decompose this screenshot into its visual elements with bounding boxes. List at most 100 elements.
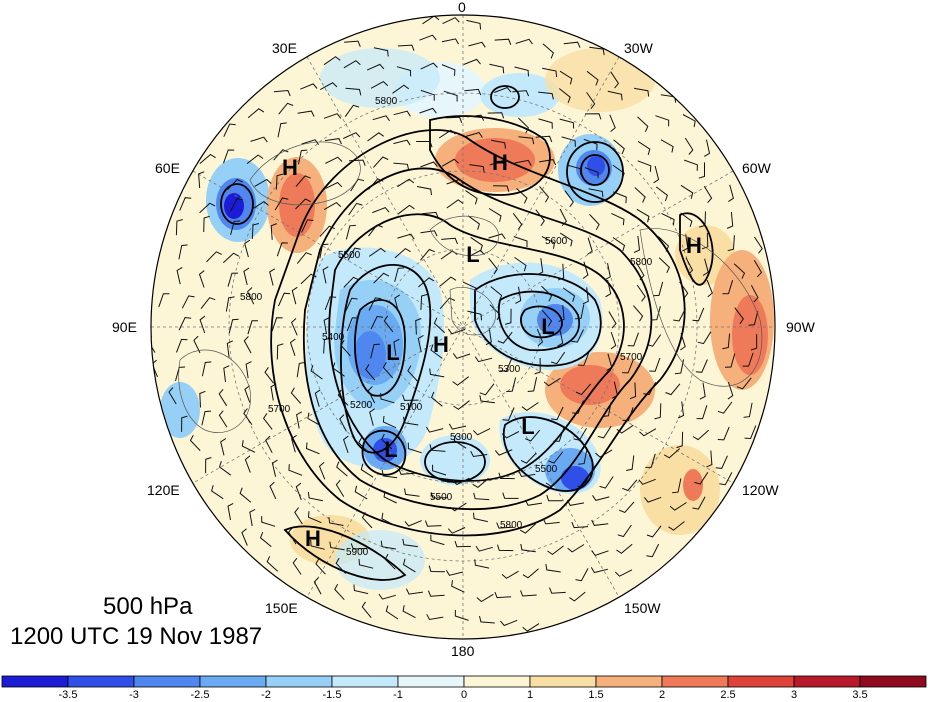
wind-barb — [734, 307, 744, 325]
contour-label: 5800 — [630, 257, 653, 268]
wind-barb — [368, 247, 386, 257]
wind-barb — [462, 281, 477, 295]
wind-barb — [638, 478, 656, 485]
wind-barb — [474, 356, 493, 363]
wind-barb — [497, 331, 513, 344]
wind-barb — [668, 521, 685, 531]
wind-barb — [546, 494, 563, 502]
wind-barb — [538, 91, 554, 100]
wind-barb — [324, 138, 342, 145]
wind-barb — [443, 90, 458, 102]
wind-barb — [320, 82, 338, 91]
wind-barb — [218, 388, 228, 407]
longitude-label: 30W — [624, 40, 653, 56]
wind-barb — [318, 462, 326, 480]
wind-barb — [717, 401, 733, 414]
wind-barb — [249, 508, 256, 527]
wind-barb — [368, 178, 384, 190]
wind-barb — [199, 315, 206, 334]
wind-barb — [454, 609, 469, 621]
wind-barb — [247, 320, 259, 335]
wind-barb — [419, 34, 437, 41]
wind-barb — [500, 358, 513, 372]
wind-barb — [514, 256, 527, 272]
wind-barb — [402, 558, 416, 573]
wind-barb — [562, 287, 576, 302]
wind-barb — [551, 406, 564, 421]
wind-barb — [244, 239, 251, 258]
wind-barb — [588, 188, 604, 198]
wind-barb — [383, 315, 394, 333]
wind-barb — [674, 359, 685, 375]
wind-barb — [563, 41, 581, 48]
wind-barb — [541, 285, 553, 302]
wind-barb — [534, 357, 541, 375]
wind-barb — [335, 557, 346, 574]
wind-barb — [296, 411, 303, 429]
wind-barb — [654, 403, 662, 420]
wind-barb — [405, 588, 423, 595]
wind-barb — [541, 310, 553, 327]
wind-barb — [290, 318, 298, 336]
wind-barb — [322, 266, 329, 284]
wind-barb — [558, 263, 565, 281]
wind-barb — [446, 199, 464, 209]
wind-barb — [251, 223, 259, 240]
wind-barb — [653, 165, 660, 184]
longitude-label: 90E — [112, 319, 137, 335]
wind-barb — [558, 305, 565, 323]
wind-barb — [420, 293, 428, 310]
wind-barb — [265, 435, 273, 454]
wind-barb — [178, 244, 188, 260]
wind-barb — [520, 543, 536, 553]
wind-barb — [426, 614, 444, 621]
wind-barb — [288, 464, 303, 476]
wind-barb — [633, 235, 641, 253]
wind-barb — [547, 545, 564, 556]
low-center-marker: L — [541, 314, 554, 339]
wind-barb — [378, 593, 396, 600]
colorbar-tick-label: 2 — [658, 689, 666, 701]
wind-barb — [464, 88, 482, 96]
wind-barb — [344, 40, 361, 47]
wind-barb — [449, 502, 467, 512]
wind-barb — [591, 550, 609, 556]
wind-barb — [447, 527, 466, 534]
wind-barb — [382, 415, 397, 429]
wind-barb — [295, 198, 311, 210]
wind-barb — [727, 235, 735, 252]
wind-barb — [660, 139, 674, 153]
wind-barb — [616, 543, 633, 554]
wind-barb — [438, 129, 456, 139]
wind-barb — [350, 178, 365, 192]
wind-barb — [451, 580, 465, 593]
colorbar-swatch — [331, 675, 399, 688]
wind-barb — [246, 154, 264, 164]
wind-barb — [346, 317, 359, 332]
wind-barb — [245, 361, 252, 379]
low-center-marker: L — [521, 414, 534, 439]
wind-barb — [520, 452, 537, 464]
wind-barb — [243, 408, 253, 425]
wind-barb — [610, 331, 617, 350]
wind-barb — [496, 522, 513, 529]
wind-barb — [158, 293, 170, 308]
wind-barb — [542, 43, 555, 59]
wind-barb — [633, 305, 644, 322]
wind-barb — [372, 115, 390, 122]
wind-barb — [349, 159, 366, 166]
wind-barb — [634, 187, 646, 203]
wind-barb — [276, 343, 284, 360]
wind-barb — [261, 516, 276, 527]
wind-barb — [323, 113, 342, 119]
contour-labels: 5800 5600 5500 5400 5300 5200 5100 5700 … — [240, 96, 653, 558]
wind-barb — [266, 556, 278, 572]
wind-barb — [393, 110, 411, 117]
wind-barb — [244, 455, 251, 473]
wind-barb — [685, 257, 694, 275]
wind-barb — [680, 184, 694, 199]
wind-barb — [274, 197, 289, 211]
wind-barb — [512, 212, 523, 230]
longitude-label: 60W — [742, 160, 771, 176]
longitude-label: 90W — [786, 319, 815, 335]
